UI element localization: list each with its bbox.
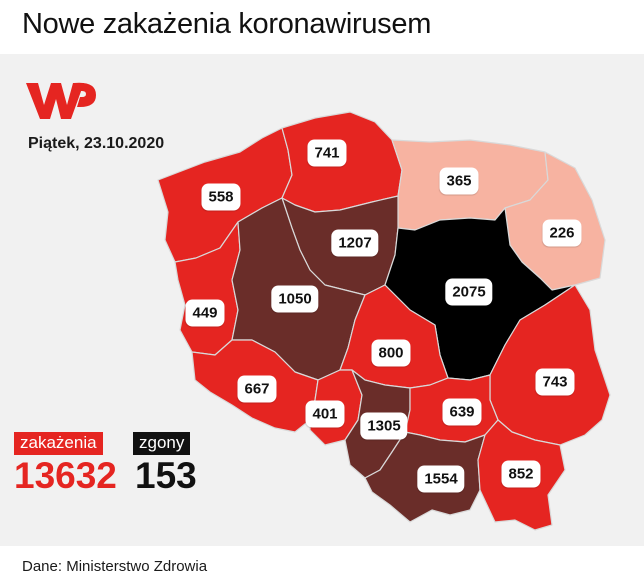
label-wielkopolskie: 1050 <box>271 285 319 313</box>
label-lubuskie: 449 <box>185 299 225 327</box>
label-lodzkie: 800 <box>371 339 411 367</box>
label-podlaskie: 226 <box>542 219 582 247</box>
cases-total: 13632 <box>14 455 117 496</box>
label-zachodniopomorskie: 558 <box>201 183 241 211</box>
label-kujawsko-pomorskie: 1207 <box>331 229 379 257</box>
label-slaskie: 1305 <box>360 412 408 440</box>
cases-tag: zakażenia <box>14 432 103 455</box>
source-note: Dane: Ministerstwo Zdrowia <box>22 558 208 575</box>
header: Nowe zakażenia koronawirusem <box>0 0 644 54</box>
label-malopolskie: 1554 <box>417 465 465 493</box>
label-podkarpackie: 852 <box>501 460 541 488</box>
label-opolskie: 401 <box>305 400 345 428</box>
deaths-tag: zgony <box>133 432 191 455</box>
label-swietokrzyskie: 639 <box>442 398 482 426</box>
label-lubelskie: 743 <box>535 368 575 396</box>
label-mazowieckie: 2075 <box>445 278 493 306</box>
label-warminsko-mazurskie: 365 <box>439 167 479 195</box>
wp-logo-icon <box>26 82 96 119</box>
page-title: Nowe zakażenia koronawirusem <box>22 8 432 40</box>
date-label: Piątek, 23.10.2020 <box>28 135 165 152</box>
label-dolnoslaskie: 667 <box>237 375 277 403</box>
label-pomorskie: 741 <box>307 139 347 167</box>
deaths-total: 153 <box>135 455 197 496</box>
